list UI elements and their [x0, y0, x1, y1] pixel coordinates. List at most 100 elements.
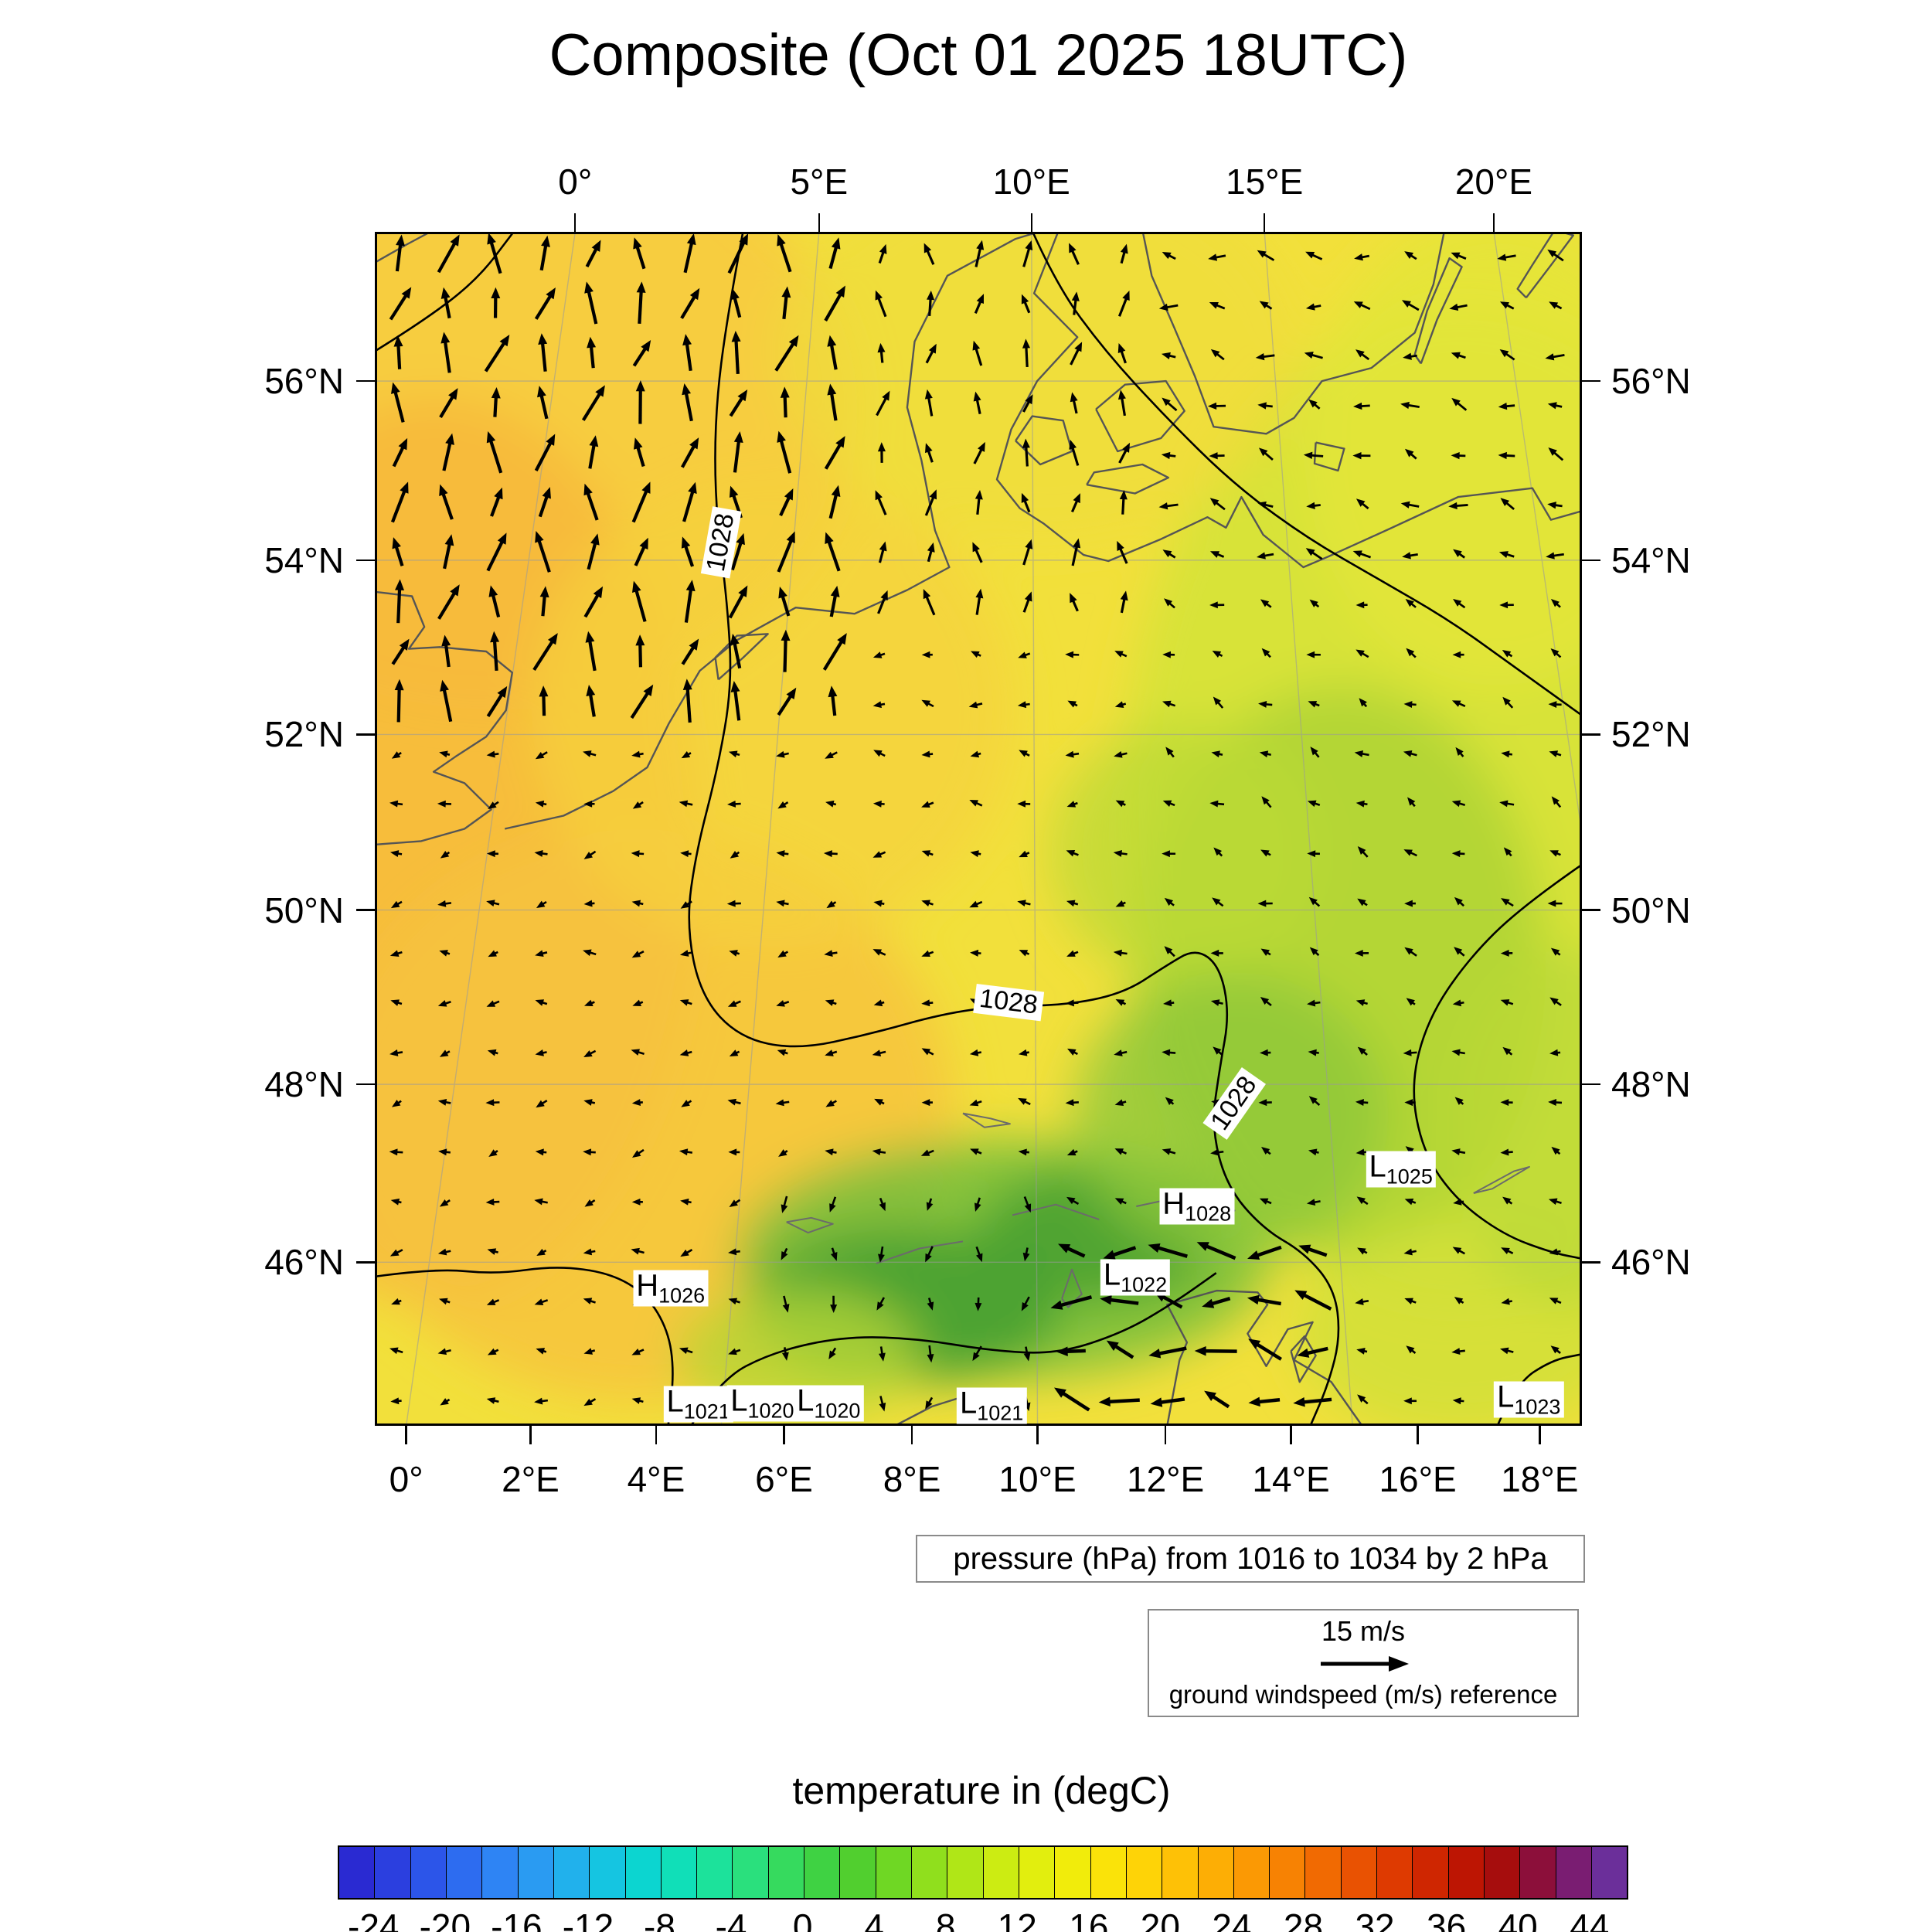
colorbar-segment — [732, 1847, 768, 1898]
wind-reference-speed: 15 m/s — [1321, 1615, 1406, 1647]
axis-tick-label: 50°N — [264, 889, 344, 930]
axis-tick-label: 2°E — [502, 1459, 560, 1499]
axis-tick-label: 0° — [389, 1459, 423, 1499]
wind-reference-arrow-icon — [1321, 1656, 1409, 1672]
contour-label: 1028 — [973, 983, 1044, 1021]
axis-tick-label: 56°N — [1611, 361, 1691, 402]
axis-tick-label: 50°N — [1611, 889, 1691, 930]
axis-tick — [1417, 1426, 1419, 1444]
colorbar-tick-label: 8 — [935, 1906, 956, 1932]
pressure-center-label: H1028 — [1159, 1188, 1235, 1225]
temperature-colorbar — [338, 1845, 1628, 1900]
colorbar-segment — [1197, 1847, 1233, 1898]
axis-tick-label: 48°N — [264, 1064, 344, 1105]
axis-tick-label: 5°E — [790, 162, 849, 202]
colorbar-segment — [1090, 1847, 1126, 1898]
colorbar-segment — [410, 1847, 446, 1898]
wind-arrows — [389, 233, 1565, 1413]
colorbar-tick-label: -20 — [419, 1906, 471, 1932]
colorbar-segment — [517, 1847, 553, 1898]
axis-tick — [1492, 213, 1495, 232]
axis-tick — [529, 1426, 532, 1444]
axis-tick — [783, 1426, 785, 1444]
axis-tick — [1036, 1426, 1039, 1444]
axis-tick-label: 46°N — [1611, 1242, 1691, 1283]
colorbar-segment — [767, 1847, 804, 1898]
colorbar-segment — [1555, 1847, 1591, 1898]
colorbar-tick-label: 32 — [1355, 1906, 1395, 1932]
axis-tick — [356, 1083, 375, 1086]
axis-tick-label: 0° — [558, 162, 593, 202]
axis-tick — [1582, 1083, 1600, 1086]
colorbar-segment — [1304, 1847, 1341, 1898]
pressure-center-label: L1021 — [957, 1387, 1027, 1424]
axis-tick — [1290, 1426, 1292, 1444]
axis-tick-label: 16°E — [1379, 1459, 1457, 1499]
colorbar-tick-label: -12 — [562, 1906, 614, 1932]
axis-tick — [405, 1426, 407, 1444]
axis-tick — [1582, 909, 1600, 911]
axis-tick — [1582, 559, 1600, 562]
colorbar-tick-label: 44 — [1570, 1906, 1610, 1932]
axis-tick-label: 10°E — [998, 1459, 1077, 1499]
axis-tick — [356, 379, 375, 383]
graticule — [375, 232, 1582, 1426]
colorbar-segment — [445, 1847, 482, 1898]
colorbar-tick-label: -4 — [715, 1906, 747, 1932]
colorbar-tick-label: 4 — [864, 1906, 884, 1932]
map-panel: 1028 1028 1028 H1026 L1021 L1020 L1020 L1021 L10… — [375, 232, 1582, 1426]
colorbar-segment — [589, 1847, 625, 1898]
colorbar-tick-label: 20 — [1140, 1906, 1180, 1932]
colorbar-tick-label: 0 — [792, 1906, 813, 1932]
colorbar-tick-label: -8 — [644, 1906, 675, 1932]
axis-tick-label: 52°N — [1611, 714, 1691, 755]
wind-reference-box: 15 m/s ground windspeed (m/s) reference — [1148, 1609, 1579, 1717]
colorbar-tick-label: 40 — [1498, 1906, 1538, 1932]
pressure-center-label: L1020 — [794, 1385, 864, 1422]
colorbar-segment — [911, 1847, 947, 1898]
colorbar-segment — [947, 1847, 983, 1898]
axis-tick-label: 15°E — [1226, 162, 1304, 202]
colorbar-segment — [1447, 1847, 1484, 1898]
axis-tick — [356, 733, 375, 736]
colorbar-segment — [1233, 1847, 1270, 1898]
colorbar-segment — [481, 1847, 518, 1898]
colorbar-segment — [1519, 1847, 1556, 1898]
pressure-center-label: L1020 — [727, 1385, 798, 1422]
colorbar-segment — [875, 1847, 911, 1898]
axis-tick — [356, 559, 375, 562]
map-frame — [375, 232, 1582, 1426]
colorbar-segment — [804, 1847, 840, 1898]
axis-tick-label: 8°E — [883, 1459, 941, 1499]
colorbar-segment — [374, 1847, 410, 1898]
axis-tick — [1263, 213, 1266, 232]
axis-tick-label: 46°N — [264, 1242, 344, 1283]
colorbar-segment — [1484, 1847, 1520, 1898]
axis-tick-label: 10°E — [992, 162, 1070, 202]
colorbar-segment — [1269, 1847, 1305, 1898]
axis-tick-label: 20°E — [1454, 162, 1533, 202]
axis-tick-label: 48°N — [1611, 1064, 1691, 1105]
pressure-center-label: L1025 — [1366, 1151, 1436, 1188]
colorbar-segment — [1125, 1847, 1162, 1898]
colorbar-segment — [660, 1847, 697, 1898]
colorbar-tick-label: 36 — [1427, 1906, 1467, 1932]
colorbar-segment — [339, 1847, 375, 1898]
colorbar-tick-label: -24 — [348, 1906, 400, 1932]
axis-tick — [818, 213, 820, 232]
pressure-center-label: L1023 — [1494, 1381, 1564, 1418]
axis-tick — [1539, 1426, 1541, 1444]
axis-tick — [910, 1426, 913, 1444]
axis-tick — [356, 909, 375, 911]
colorbar-segment — [839, 1847, 876, 1898]
colorbar-segment — [1412, 1847, 1448, 1898]
colorbar-segment — [696, 1847, 733, 1898]
axis-tick-label: 14°E — [1252, 1459, 1330, 1499]
colorbar-tick-label: 28 — [1283, 1906, 1324, 1932]
contour-label: 1028 — [1202, 1067, 1266, 1140]
colorbar-tick-label: 16 — [1069, 1906, 1109, 1932]
pressure-center-label: H1026 — [633, 1270, 709, 1307]
axis-tick — [655, 1426, 658, 1444]
colorbar-segment — [1376, 1847, 1413, 1898]
